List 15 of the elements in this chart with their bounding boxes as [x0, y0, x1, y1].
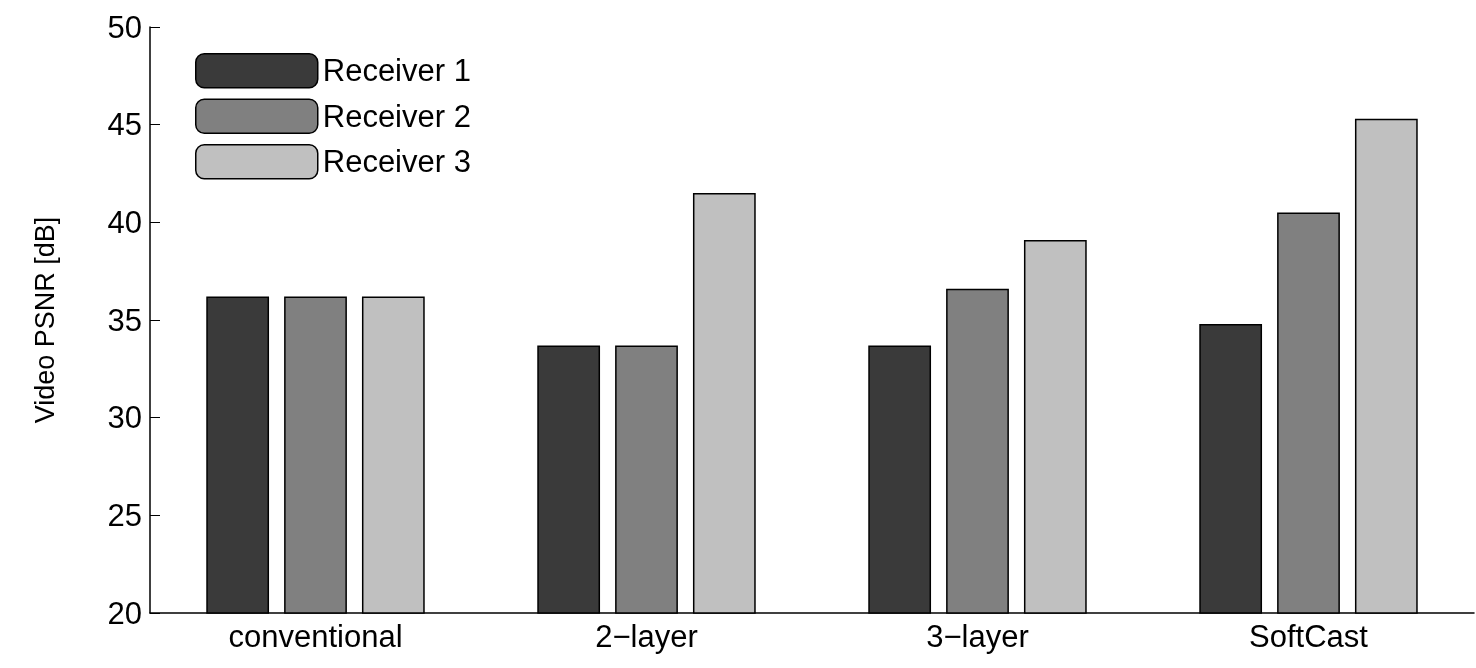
y-axis-title: Video PSNR [dB] — [29, 216, 60, 424]
legend-label: Receiver 2 — [322, 98, 471, 134]
legend-label: Receiver 1 — [322, 53, 471, 89]
x-tick-label: 3−layer — [926, 619, 1029, 654]
y-tick-label: 40 — [107, 204, 142, 240]
y-tick-label: 30 — [107, 400, 142, 436]
x-tick-label: 2−layer — [595, 619, 698, 654]
legend-label: Receiver 3 — [322, 144, 471, 180]
y-tick-label: 20 — [107, 595, 142, 631]
y-tick-label: 50 — [107, 9, 142, 45]
y-tick-label: 35 — [107, 302, 142, 338]
y-tick-label: 45 — [107, 107, 142, 143]
y-tick-label: 25 — [107, 497, 142, 533]
x-tick-label: SoftCast — [1249, 619, 1369, 654]
x-tick-label: conventional — [228, 619, 403, 654]
